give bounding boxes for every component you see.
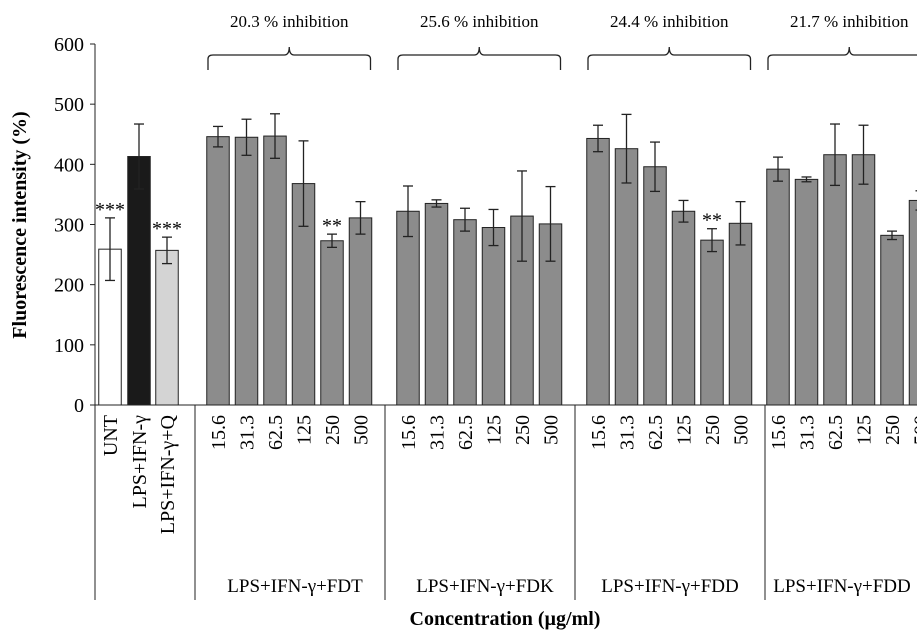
bar — [586, 137, 610, 406]
bar — [424, 202, 449, 406]
inhibition-bracket — [767, 46, 917, 70]
x-tick-label: 62.5 — [265, 415, 287, 450]
significance-label: *** — [152, 218, 182, 240]
bar — [908, 199, 917, 406]
y-axis-label: Fluorescence intensity (%) — [9, 111, 31, 338]
x-tick-label: LPS+IFN-γ+Q — [157, 414, 179, 534]
inhibition-label: 25.6 % inhibition — [420, 12, 539, 31]
bar — [880, 234, 904, 406]
inhibition-label: 20.3 % inhibition — [230, 12, 349, 31]
x-tick-label: LPS+IFN-γ — [129, 415, 151, 509]
inhibition-label: 21.7 % inhibition — [790, 12, 909, 31]
bar — [794, 178, 819, 406]
x-tick-label: 15.6 — [768, 415, 790, 450]
x-tick-label: 31.3 — [617, 415, 639, 450]
x-tick-labels: UNT LPS+IFN-γ LPS+IFN-γ+Q 15.6 31.3 62.5 125 25… — [100, 414, 917, 534]
x-tick-label: 15.6 — [398, 415, 420, 450]
significance-label: ** — [322, 215, 342, 237]
inhibition-bracket — [397, 46, 562, 70]
x-tick-label: 250 — [512, 415, 534, 445]
bar — [348, 217, 373, 406]
x-tick-label: 500 — [911, 415, 917, 445]
x-tick-label: 125 — [854, 415, 876, 445]
inhibition-brackets: 20.3 % inhibition 25.6 % inhibition 24.4 %… — [207, 12, 917, 70]
inhibition-bracket — [207, 46, 372, 70]
y-tick-label: 400 — [54, 154, 84, 176]
bar — [320, 240, 344, 406]
group-name: LPS+IFN-γ+FDK — [416, 576, 554, 597]
x-tick-label: 500 — [541, 415, 563, 445]
x-tick-label: 31.3 — [797, 415, 819, 450]
bar — [671, 210, 696, 406]
bar — [643, 166, 667, 406]
x-tick-label: 31.3 — [237, 415, 259, 450]
group-name: LPS+IFN-γ+FDD — [773, 576, 911, 597]
x-tick-label: 250 — [882, 415, 904, 445]
group-name: LPS+IFN-γ+FDD — [601, 576, 739, 597]
x-tick-label: 500 — [351, 415, 373, 445]
bar — [234, 136, 259, 406]
significance-label: *** — [95, 199, 125, 221]
x-tick-label: UNT — [100, 415, 122, 456]
x-axis-label: Concentration (µg/ml) — [410, 608, 601, 630]
x-tick-label: 62.5 — [645, 415, 667, 450]
bar — [155, 249, 179, 406]
y-tick-label: 200 — [54, 275, 84, 297]
x-tick-label: 250 — [702, 415, 724, 445]
bar — [823, 154, 847, 406]
group-labels: LPS+IFN-γ+FDT LPS+IFN-γ+FDK LPS+IFN-γ+FDD L… — [227, 576, 910, 597]
y-tick-label: 600 — [54, 34, 84, 56]
bar — [728, 222, 753, 406]
x-tick-label: 62.5 — [455, 415, 477, 450]
y-tick-label: 500 — [54, 94, 84, 116]
y-tick-label: 0 — [74, 395, 84, 417]
inhibition-label: 24.4 % inhibition — [610, 12, 729, 31]
x-tick-label: 125 — [674, 415, 696, 445]
x-tick-label: 125 — [484, 415, 506, 445]
y-axis: 0 100 200 300 400 500 600 — [54, 34, 917, 600]
y-tick-label: 100 — [54, 335, 84, 357]
bar — [453, 219, 477, 406]
y-tick-label: 300 — [54, 215, 84, 237]
bar — [263, 135, 287, 406]
x-tick-label: 15.6 — [208, 415, 230, 450]
x-tick-label: 125 — [294, 415, 316, 445]
bar — [396, 210, 420, 406]
bar — [851, 154, 876, 406]
x-tick-label: 62.5 — [825, 415, 847, 450]
bar — [766, 168, 790, 406]
x-tick-label: 500 — [731, 415, 753, 445]
bar — [700, 239, 724, 406]
x-tick-label: 31.3 — [427, 415, 449, 450]
bar — [127, 156, 151, 406]
bar — [206, 136, 230, 406]
bar — [614, 148, 639, 406]
bar — [481, 227, 506, 406]
x-tick-label: 250 — [322, 415, 344, 445]
inhibition-bracket — [587, 46, 752, 70]
x-tick-label: 15.6 — [588, 415, 610, 450]
bars: ****** ** ** — [95, 113, 917, 406]
significance-label: ** — [702, 210, 722, 232]
group-name: LPS+IFN-γ+FDT — [227, 576, 363, 597]
